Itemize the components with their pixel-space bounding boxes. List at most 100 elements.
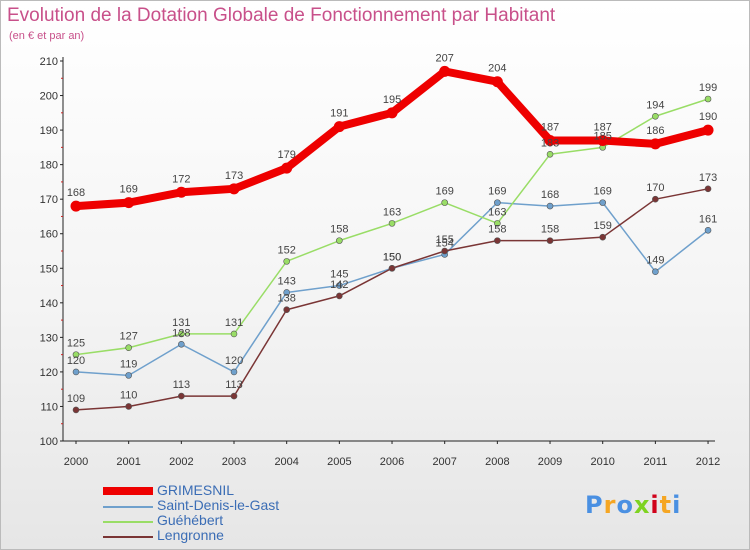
data-point — [125, 403, 132, 410]
data-point — [125, 344, 132, 352]
data-point — [281, 162, 293, 174]
data-label: 131 — [225, 317, 243, 329]
x-tick-label: 2010 — [590, 456, 614, 468]
data-point — [386, 107, 398, 119]
data-label: 152 — [278, 244, 296, 256]
data-label: 186 — [646, 125, 664, 137]
data-point — [652, 268, 659, 276]
data-label: 199 — [699, 82, 717, 94]
data-point — [494, 199, 501, 206]
data-point — [441, 247, 448, 255]
series-line-grimesnil — [72, 67, 713, 211]
logo-letter: o — [616, 491, 634, 519]
legend-swatch-grimesnil — [103, 487, 153, 495]
data-point — [72, 351, 80, 358]
data-label: 169 — [488, 186, 506, 198]
data-point — [178, 340, 185, 348]
logo-letter: x — [633, 491, 651, 519]
data-label: 194 — [646, 99, 664, 111]
x-tick-label: 2001 — [116, 456, 140, 468]
y-tick-label: 200 — [40, 91, 58, 103]
x-tick-label: 2006 — [380, 456, 404, 468]
data-label: 183 — [541, 137, 559, 149]
legend-label-saint-denis-le-gast: Saint-Denis-le-Gast — [157, 497, 280, 513]
data-point — [704, 185, 712, 193]
data-label: 138 — [278, 293, 296, 305]
data-label: 207 — [436, 52, 454, 64]
data-label: 168 — [67, 187, 85, 199]
data-label: 172 — [172, 173, 190, 185]
data-label: 169 — [119, 184, 137, 196]
legend-label-guehebert: Guéhébert — [157, 512, 224, 528]
y-tick-label: 170 — [40, 194, 58, 206]
data-point — [283, 289, 290, 296]
data-point — [283, 306, 290, 314]
y-tick-label: 130 — [40, 332, 58, 344]
chart-subtitle: (en € et par an) — [9, 30, 85, 42]
legend-swatch-lengronne — [103, 536, 153, 538]
proxiti-logo: Proxiti — [585, 491, 681, 519]
legend-item-lengronne: Lengronne — [103, 527, 363, 544]
data-label: 143 — [278, 275, 296, 287]
x-tick-label: 2011 — [644, 456, 668, 468]
x-tick-label: 2008 — [485, 456, 509, 468]
x-tick-label: 2004 — [274, 456, 298, 468]
data-label: 187 — [594, 121, 612, 133]
axes: 100 110 120 130 140 150 160 170 180 190 200 210 2000… — [40, 56, 721, 468]
legend-swatch-saint-denis-le-gast — [103, 506, 153, 508]
y-tick-label: 190 — [40, 125, 58, 137]
data-label: 173 — [699, 172, 717, 184]
data-label: 154 — [436, 237, 454, 249]
data-point — [439, 65, 451, 77]
data-label: 173 — [225, 170, 243, 182]
data-point — [652, 112, 659, 120]
data-label: 170 — [646, 182, 664, 194]
data-label: 110 — [120, 389, 138, 401]
data-point — [178, 392, 185, 400]
data-point — [546, 150, 554, 158]
data-label: 158 — [541, 224, 559, 236]
logo-letter: i — [650, 491, 660, 519]
data-point — [491, 76, 503, 88]
x-tick-label: 2005 — [327, 456, 351, 468]
data-label: 127 — [119, 331, 137, 343]
logo-letter: P — [585, 491, 604, 519]
data-point — [125, 372, 132, 379]
data-point — [494, 237, 501, 244]
data-point — [652, 195, 659, 203]
y-tick-label: 140 — [40, 298, 58, 310]
data-label: 163 — [488, 206, 506, 218]
legend-label-lengronne: Lengronne — [157, 527, 224, 543]
data-point — [649, 138, 661, 150]
x-tick-label: 2009 — [538, 456, 562, 468]
data-point — [175, 186, 187, 198]
data-label: 204 — [488, 63, 506, 75]
legend-swatch-guehebert — [103, 521, 153, 523]
data-label: 128 — [172, 327, 190, 339]
data-label: 145 — [330, 269, 348, 281]
data-label: 195 — [383, 94, 401, 106]
data-point — [704, 95, 712, 103]
data-point — [123, 197, 135, 209]
data-point — [388, 220, 396, 227]
data-label: 161 — [699, 213, 717, 225]
legend-item-guehebert: Guéhébert — [103, 512, 363, 529]
data-label: 158 — [488, 224, 506, 236]
data-label: 150 — [383, 251, 401, 263]
legend-label-grimesnil: GRIMESNIL — [157, 482, 235, 498]
data-label: 185 — [594, 130, 612, 142]
data-point — [494, 220, 501, 227]
data-point — [336, 292, 343, 300]
data-point — [178, 330, 185, 338]
y-tick-label: 120 — [40, 367, 58, 379]
series-lines — [70, 65, 714, 414]
data-label: 190 — [699, 111, 717, 123]
data-label: 155 — [436, 234, 454, 246]
logo-letter: i — [672, 491, 682, 519]
data-label: 169 — [594, 186, 612, 198]
x-tick-label: 2000 — [64, 456, 88, 468]
y-tick-label: 150 — [40, 263, 58, 275]
data-labels: 120 119 128 120 143 145 150 154 169 168 169 149 161 1… — [67, 52, 717, 405]
